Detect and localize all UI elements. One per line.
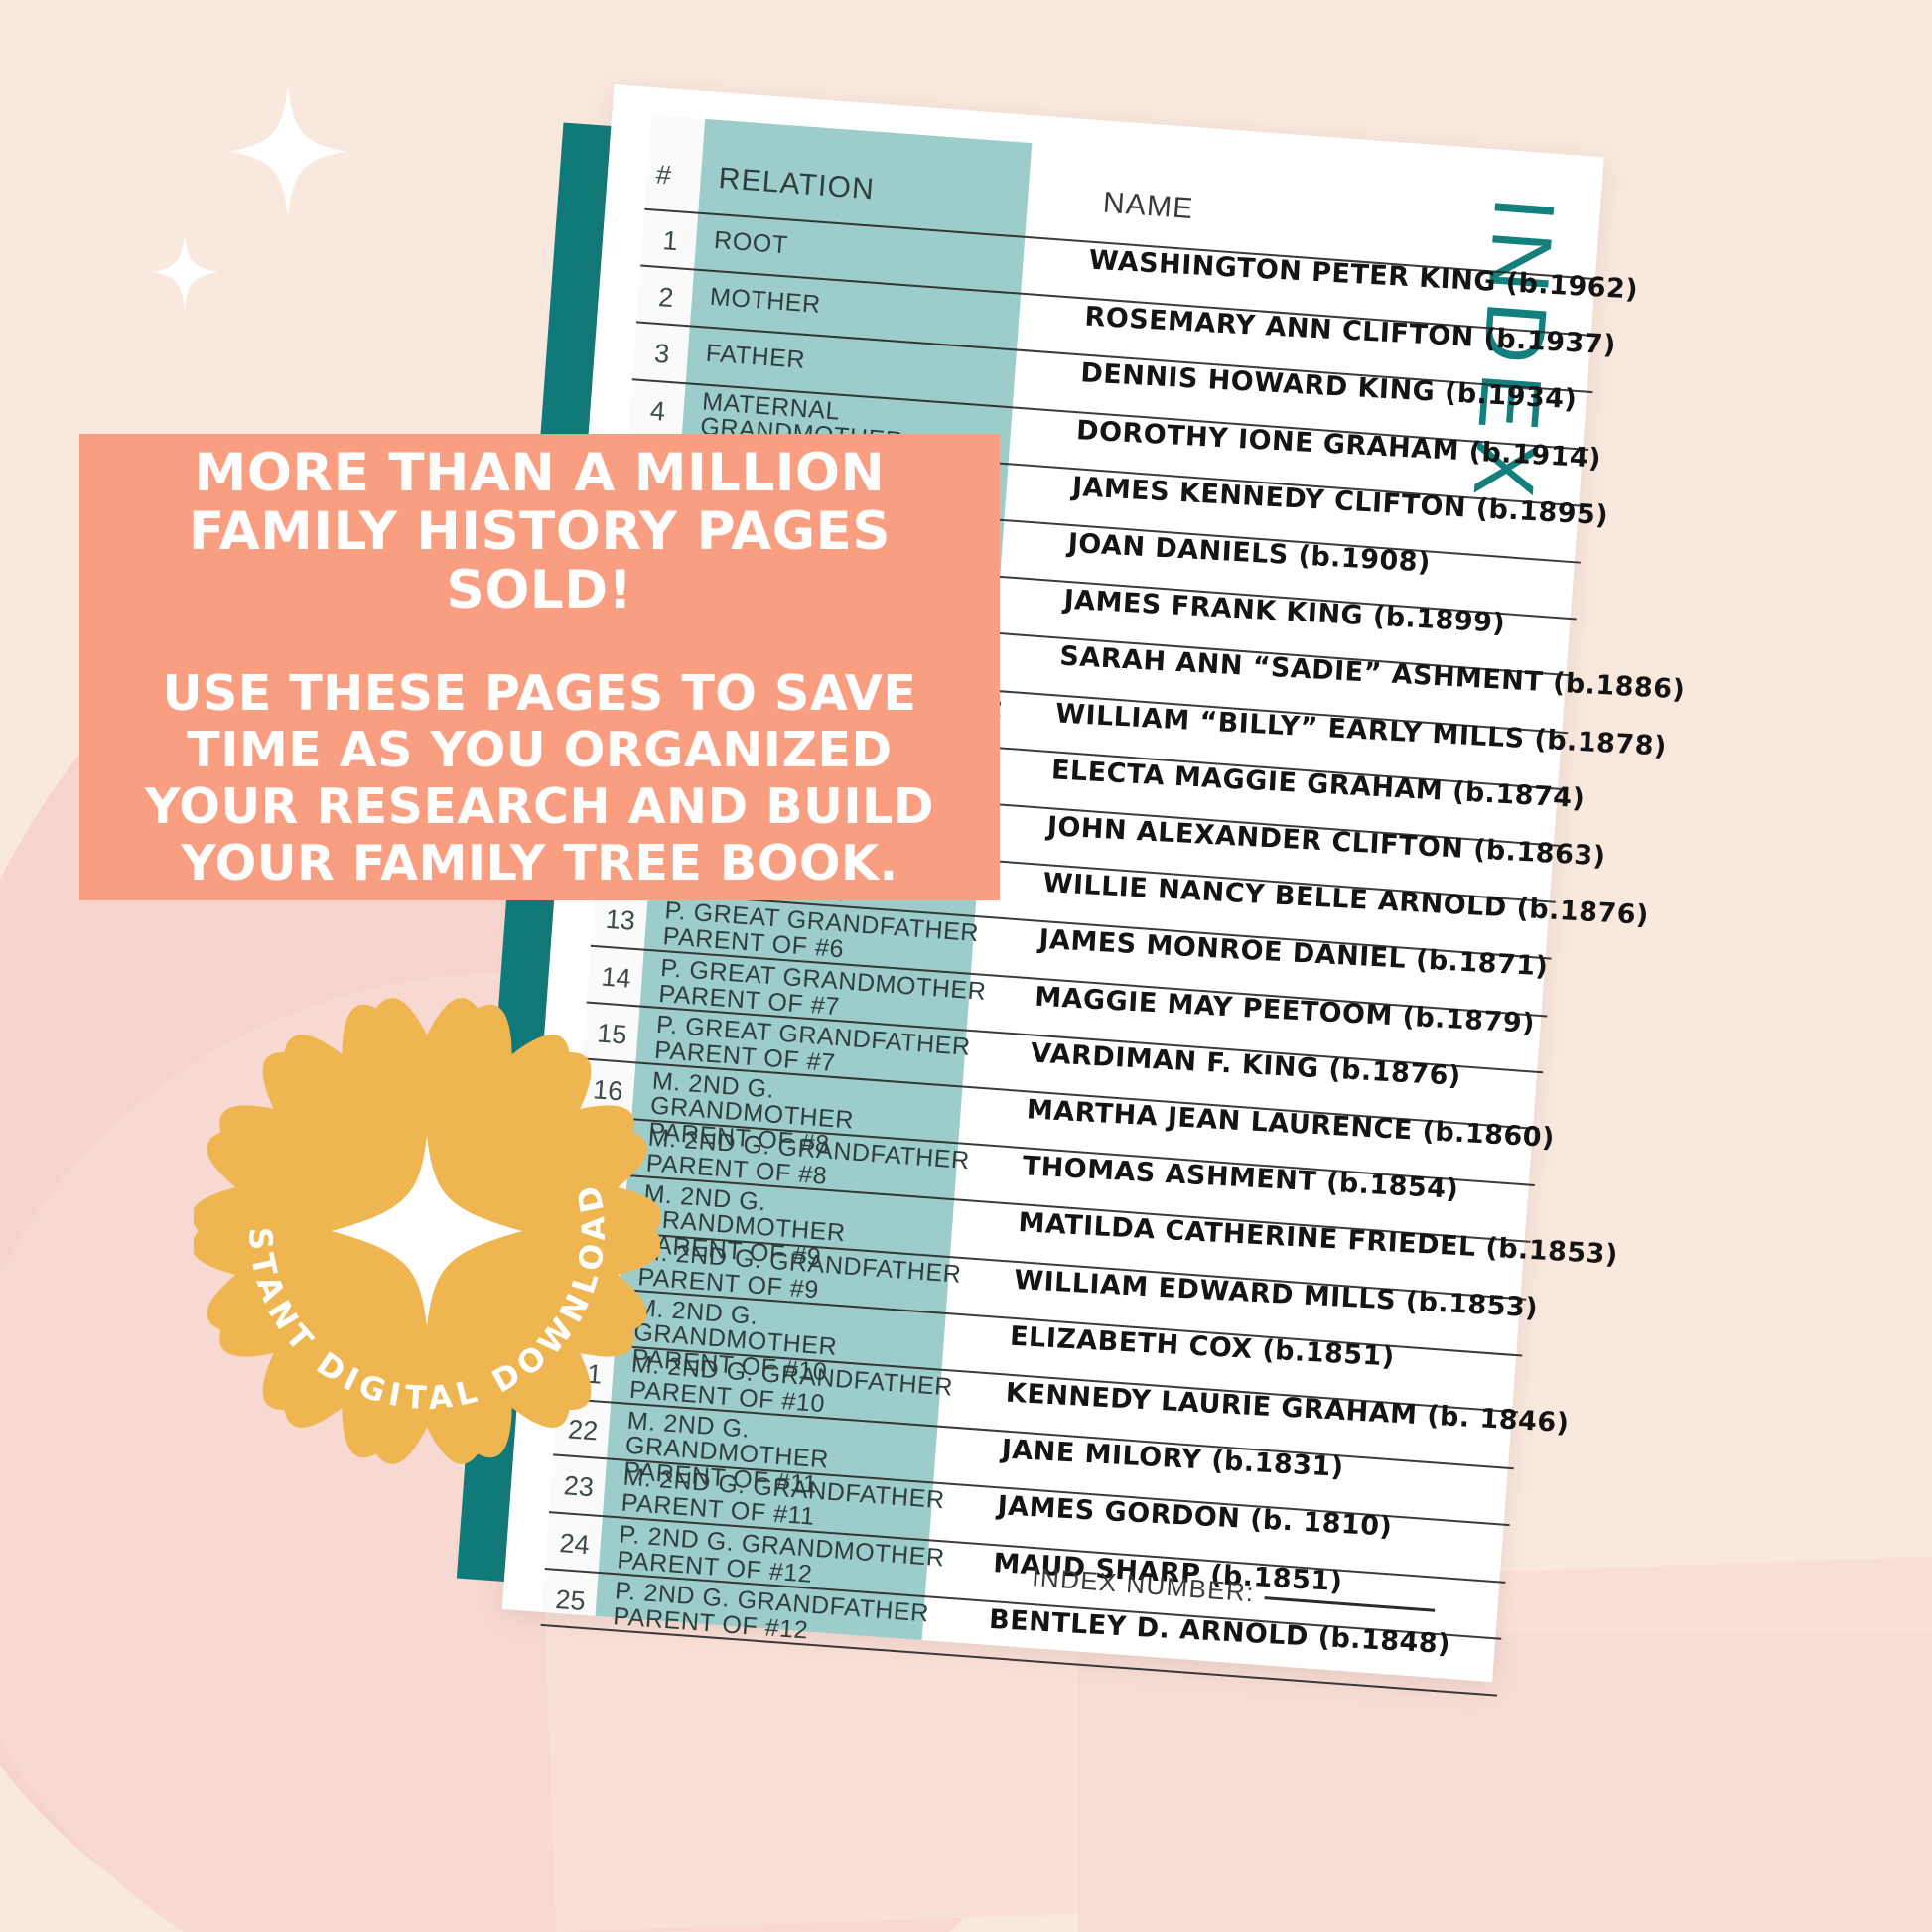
promo-subtext: USE THESE PAGES TO SAVE TIME AS YOU ORGA…	[144, 664, 935, 892]
row-number: 2	[657, 282, 675, 314]
badge-star-icon	[331, 1135, 523, 1327]
instant-download-badge: INSTANT DIGITAL DOWNLOAD	[194, 998, 660, 1464]
row-number: 4	[648, 395, 667, 427]
row-number: 23	[562, 1470, 596, 1503]
row-number: 1	[661, 225, 679, 257]
column-header-relation: RELATION	[717, 162, 877, 207]
row-number: 24	[558, 1527, 591, 1560]
column-header-number: #	[654, 159, 673, 191]
background-bottom-wedge	[1078, 1634, 1932, 1932]
index-number-blank-line	[1264, 1596, 1436, 1612]
promo-banner: MORE THAN A MILLION FAMILY HISTORY PAGES…	[79, 434, 1000, 900]
row-number: 13	[604, 904, 636, 937]
promo-headline: MORE THAN A MILLION FAMILY HISTORY PAGES…	[188, 442, 892, 621]
row-number: 3	[653, 339, 671, 370]
sparkle-small-icon	[151, 234, 218, 310]
badge-starburst-shape: INSTANT DIGITAL DOWNLOAD	[194, 998, 660, 1464]
row-number: 25	[554, 1584, 587, 1616]
row-number: 14	[600, 961, 632, 994]
column-header-name: NAME	[1101, 186, 1195, 226]
sparkle-icon	[228, 84, 347, 218]
